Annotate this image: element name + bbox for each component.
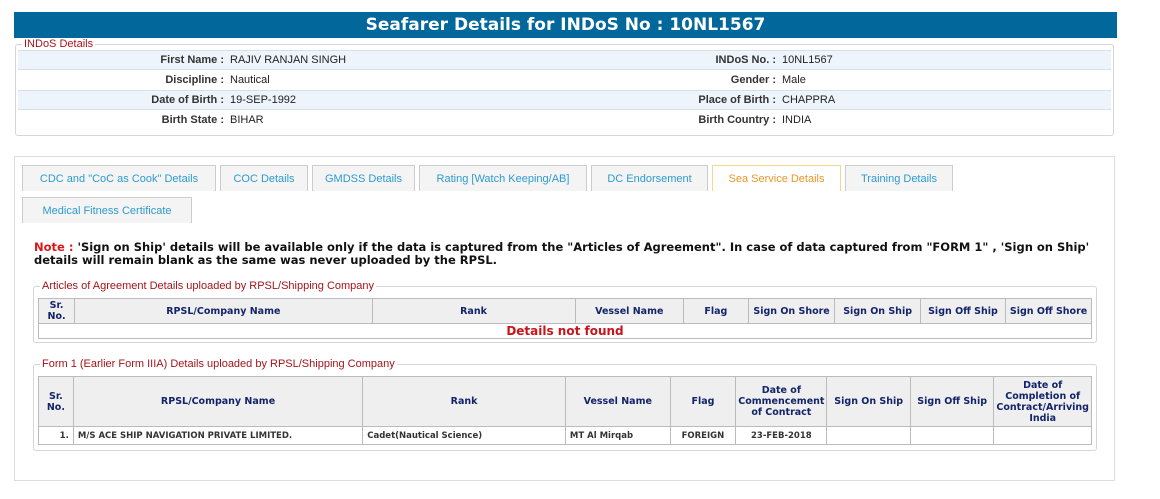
column-header: Sign On Ship bbox=[834, 298, 921, 324]
table-cell bbox=[909, 426, 995, 445]
tab-sea-service-details[interactable]: Sea Service Details bbox=[712, 165, 841, 191]
details-not-found: Details not found bbox=[38, 323, 1092, 339]
column-header: Vessel Name bbox=[564, 376, 671, 427]
form1-section: Form 1 (Earlier Form IIIA) Details uploa… bbox=[33, 358, 1097, 451]
table-cell bbox=[826, 426, 911, 445]
field-value: 19-SEP-1992 bbox=[230, 94, 297, 106]
field-value: BIHAR bbox=[230, 114, 264, 126]
field-label: Gender : bbox=[730, 74, 776, 86]
column-header: Sign Off Ship bbox=[919, 298, 1007, 324]
field-label: Date of Birth : bbox=[151, 94, 224, 106]
note-label: Note : bbox=[34, 240, 74, 254]
tab-training-details[interactable]: Training Details bbox=[845, 165, 953, 191]
form1-table: Sr. No. RPSL/Company Name Rank Vessel Name F… bbox=[38, 376, 1092, 445]
indos-row: First Name : RAJIV RANJAN SINGH INDoS No. … bbox=[18, 50, 1111, 70]
tab-coc-details[interactable]: COC Details bbox=[220, 165, 308, 191]
column-header: RPSL/Company Name bbox=[72, 376, 364, 427]
articles-table: Sr. No. RPSL/Company Name Rank Vessel Name F… bbox=[37, 298, 1092, 339]
indos-row: Discipline : Nautical Gender : Male bbox=[18, 70, 1111, 90]
field-label: Place of Birth : bbox=[698, 94, 776, 106]
column-header: Sign On Shore bbox=[747, 298, 836, 324]
field-value: Nautical bbox=[230, 74, 270, 86]
column-header: Rank bbox=[371, 298, 576, 324]
column-header: Sign Off Shore bbox=[1005, 298, 1092, 324]
field-value: Male bbox=[782, 74, 806, 86]
table-cell: Cadet(Nautical Science) bbox=[362, 426, 566, 445]
column-header: Sign On Ship bbox=[826, 376, 911, 427]
tab-gmdss-details[interactable]: GMDSS Details bbox=[312, 165, 415, 191]
field-value: CHAPPRA bbox=[782, 94, 836, 106]
articles-legend: Articles of Agreement Details uploaded b… bbox=[42, 280, 375, 292]
table-cell: M/S ACE SHIP NAVIGATION PRIVATE LIMITED. bbox=[72, 426, 364, 445]
column-header: Flag bbox=[683, 298, 749, 324]
header-row: Sr. No. RPSL/Company Name Rank Vessel Name F… bbox=[38, 376, 1092, 427]
form1-legend: Form 1 (Earlier Form IIIA) Details uploa… bbox=[42, 358, 395, 370]
table-cell: 23-FEB-2018 bbox=[735, 426, 828, 445]
column-header: Sr. No. bbox=[37, 298, 76, 324]
field-value: 10NL1567 bbox=[782, 54, 833, 66]
field-value: RAJIV RANJAN SINGH bbox=[230, 54, 347, 66]
field-label: INDoS No. : bbox=[715, 54, 777, 66]
tab-dc-endorsement[interactable]: DC Endorsement bbox=[591, 165, 708, 191]
tab-cdc-and-coc-as-cook-details[interactable]: CDC and "CoC as Cook" Details bbox=[22, 165, 216, 191]
indos-row: Date of Birth : 19-SEP-1992 Place of Birth… bbox=[18, 90, 1111, 110]
column-header: Sr. No. bbox=[38, 376, 74, 427]
field-label: First Name : bbox=[160, 54, 224, 66]
field-label: Birth State : bbox=[161, 114, 224, 126]
table-row: 1. M/S ACE SHIP NAVIGATION PRIVATE LIMITE… bbox=[38, 426, 1092, 445]
column-header: Vessel Name bbox=[574, 298, 685, 324]
tab-medical-fitness-certificate[interactable]: Medical Fitness Certificate bbox=[22, 197, 192, 223]
table-cell: FOREIGN bbox=[669, 426, 737, 445]
note: Note : 'Sign on Ship' details will be av… bbox=[34, 241, 1104, 267]
indos-details: INDoS Details First Name : RAJIV RANJAN S… bbox=[15, 38, 1114, 136]
column-header: RPSL/Company Name bbox=[74, 298, 373, 324]
column-header: Sign Off Ship bbox=[909, 376, 995, 427]
column-header: Rank bbox=[362, 376, 566, 427]
field-label: Discipline : bbox=[165, 74, 224, 86]
field-value: INDIA bbox=[782, 114, 812, 126]
column-header: Date of Completion of Contract/Arriving … bbox=[993, 376, 1092, 427]
table-cell: 1. bbox=[38, 426, 74, 445]
tab-panel: CDC and "CoC as Cook" Details COC Details… bbox=[14, 156, 1115, 481]
column-header: Flag bbox=[669, 376, 737, 427]
indos-legend: INDoS Details bbox=[24, 38, 94, 50]
column-header: Date of Commencement of Contract bbox=[735, 376, 828, 427]
indos-row: Birth State : BIHAR Birth Country : INDIA bbox=[18, 110, 1111, 130]
empty-row: Details not found bbox=[38, 323, 1092, 339]
note-text: 'Sign on Ship' details will be available… bbox=[34, 240, 1090, 267]
table-cell: MT Al Mirqab bbox=[564, 426, 671, 445]
articles-section: Articles of Agreement Details uploaded b… bbox=[33, 280, 1097, 343]
page-title: Seafarer Details for INDoS No : 10NL1567 bbox=[14, 12, 1117, 38]
field-label: Birth Country : bbox=[698, 114, 776, 126]
header-row: Sr. No. RPSL/Company Name Rank Vessel Name F… bbox=[37, 298, 1092, 324]
table-cell bbox=[993, 426, 1092, 445]
tab-rating-watch-keeping-ab[interactable]: Rating [Watch Keeping/AB] bbox=[419, 165, 587, 191]
